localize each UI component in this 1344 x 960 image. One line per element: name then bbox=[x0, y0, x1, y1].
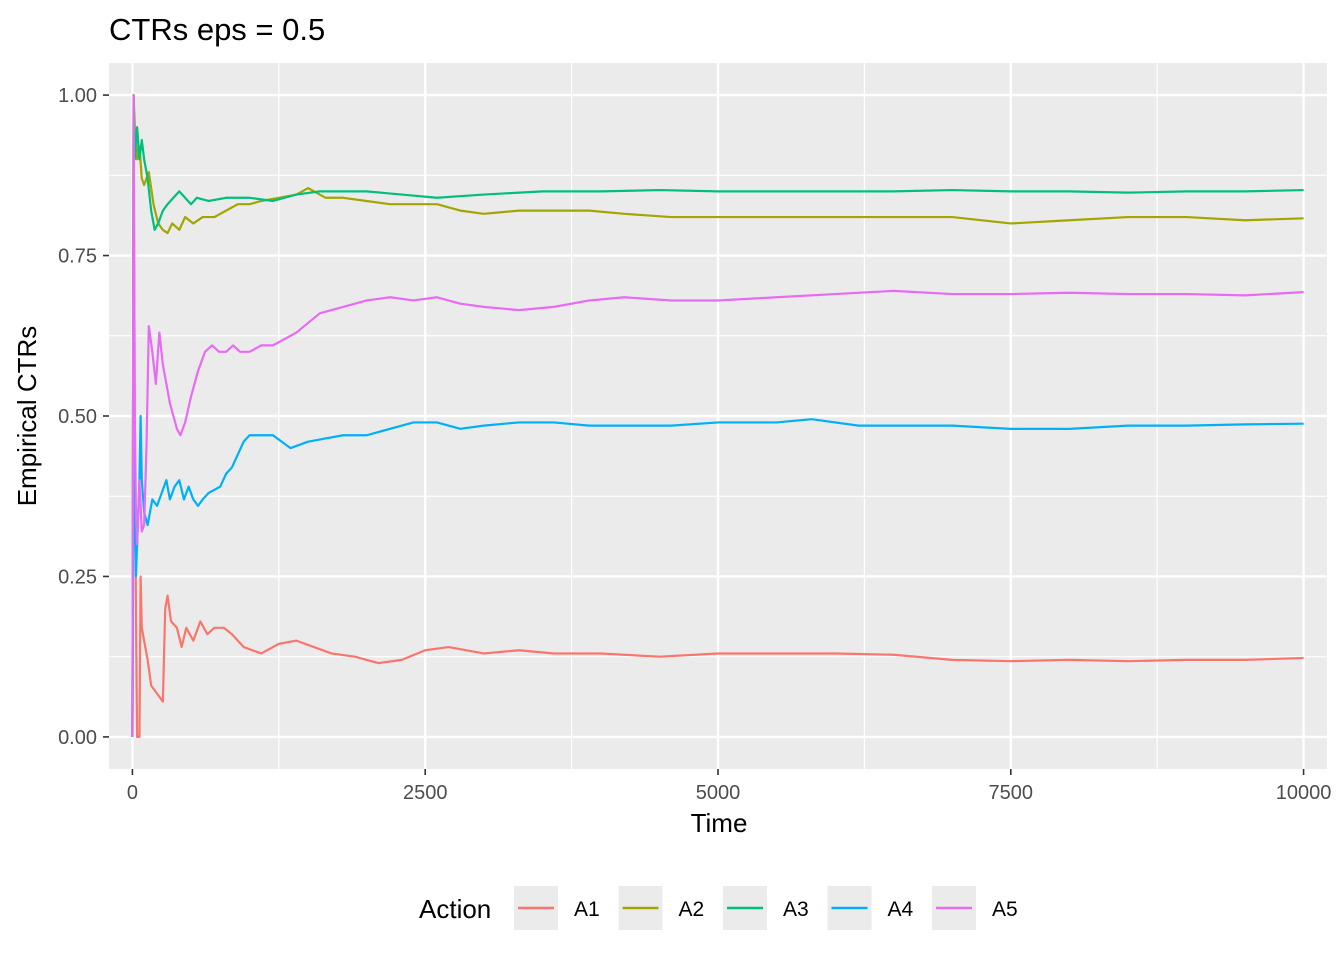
y-axis-title: Empirical CTRs bbox=[12, 326, 42, 507]
legend-items: A1 A2 A3 A4 A5 bbox=[514, 886, 1018, 930]
x-axis: 0 2500 5000 7500 10000 bbox=[127, 769, 1332, 804]
legend-label-a3: A3 bbox=[783, 898, 809, 921]
series-line-a3 bbox=[131, 93, 1304, 737]
y-axis: 0.00 0.25 0.50 0.75 1.00 bbox=[58, 85, 109, 749]
x-tick-label-4: 10000 bbox=[1276, 782, 1332, 804]
legend-label-a5: A5 bbox=[992, 898, 1018, 921]
legend-label-a2: A2 bbox=[679, 898, 705, 921]
legend-title: Action bbox=[419, 894, 491, 924]
chart-title: CTRs eps = 0.5 bbox=[109, 12, 325, 47]
x-tick-label-1: 2500 bbox=[403, 782, 448, 804]
x-tick-label-0: 0 bbox=[127, 782, 138, 804]
legend-label-a1: A1 bbox=[574, 898, 600, 921]
x-tick-label-2: 5000 bbox=[696, 782, 741, 804]
series-line-a5 bbox=[131, 93, 1304, 737]
y-tick-label-0: 0.00 bbox=[58, 727, 97, 749]
x-tick-label-3: 7500 bbox=[989, 782, 1034, 804]
y-tick-label-1: 0.25 bbox=[58, 566, 97, 588]
series-line-a2 bbox=[131, 93, 1304, 737]
y-tick-label-2: 0.50 bbox=[58, 406, 97, 428]
legend: Action A1 A2 A3 A4 A5 bbox=[419, 886, 1018, 930]
series-line-a1 bbox=[131, 93, 1304, 739]
series-line-a4 bbox=[131, 414, 1304, 737]
y-tick-label-4: 1.00 bbox=[58, 85, 97, 107]
x-axis-title: Time bbox=[691, 808, 748, 838]
legend-label-a4: A4 bbox=[888, 898, 914, 921]
y-tick-label-3: 0.75 bbox=[58, 246, 97, 268]
series-lines bbox=[131, 93, 1304, 739]
